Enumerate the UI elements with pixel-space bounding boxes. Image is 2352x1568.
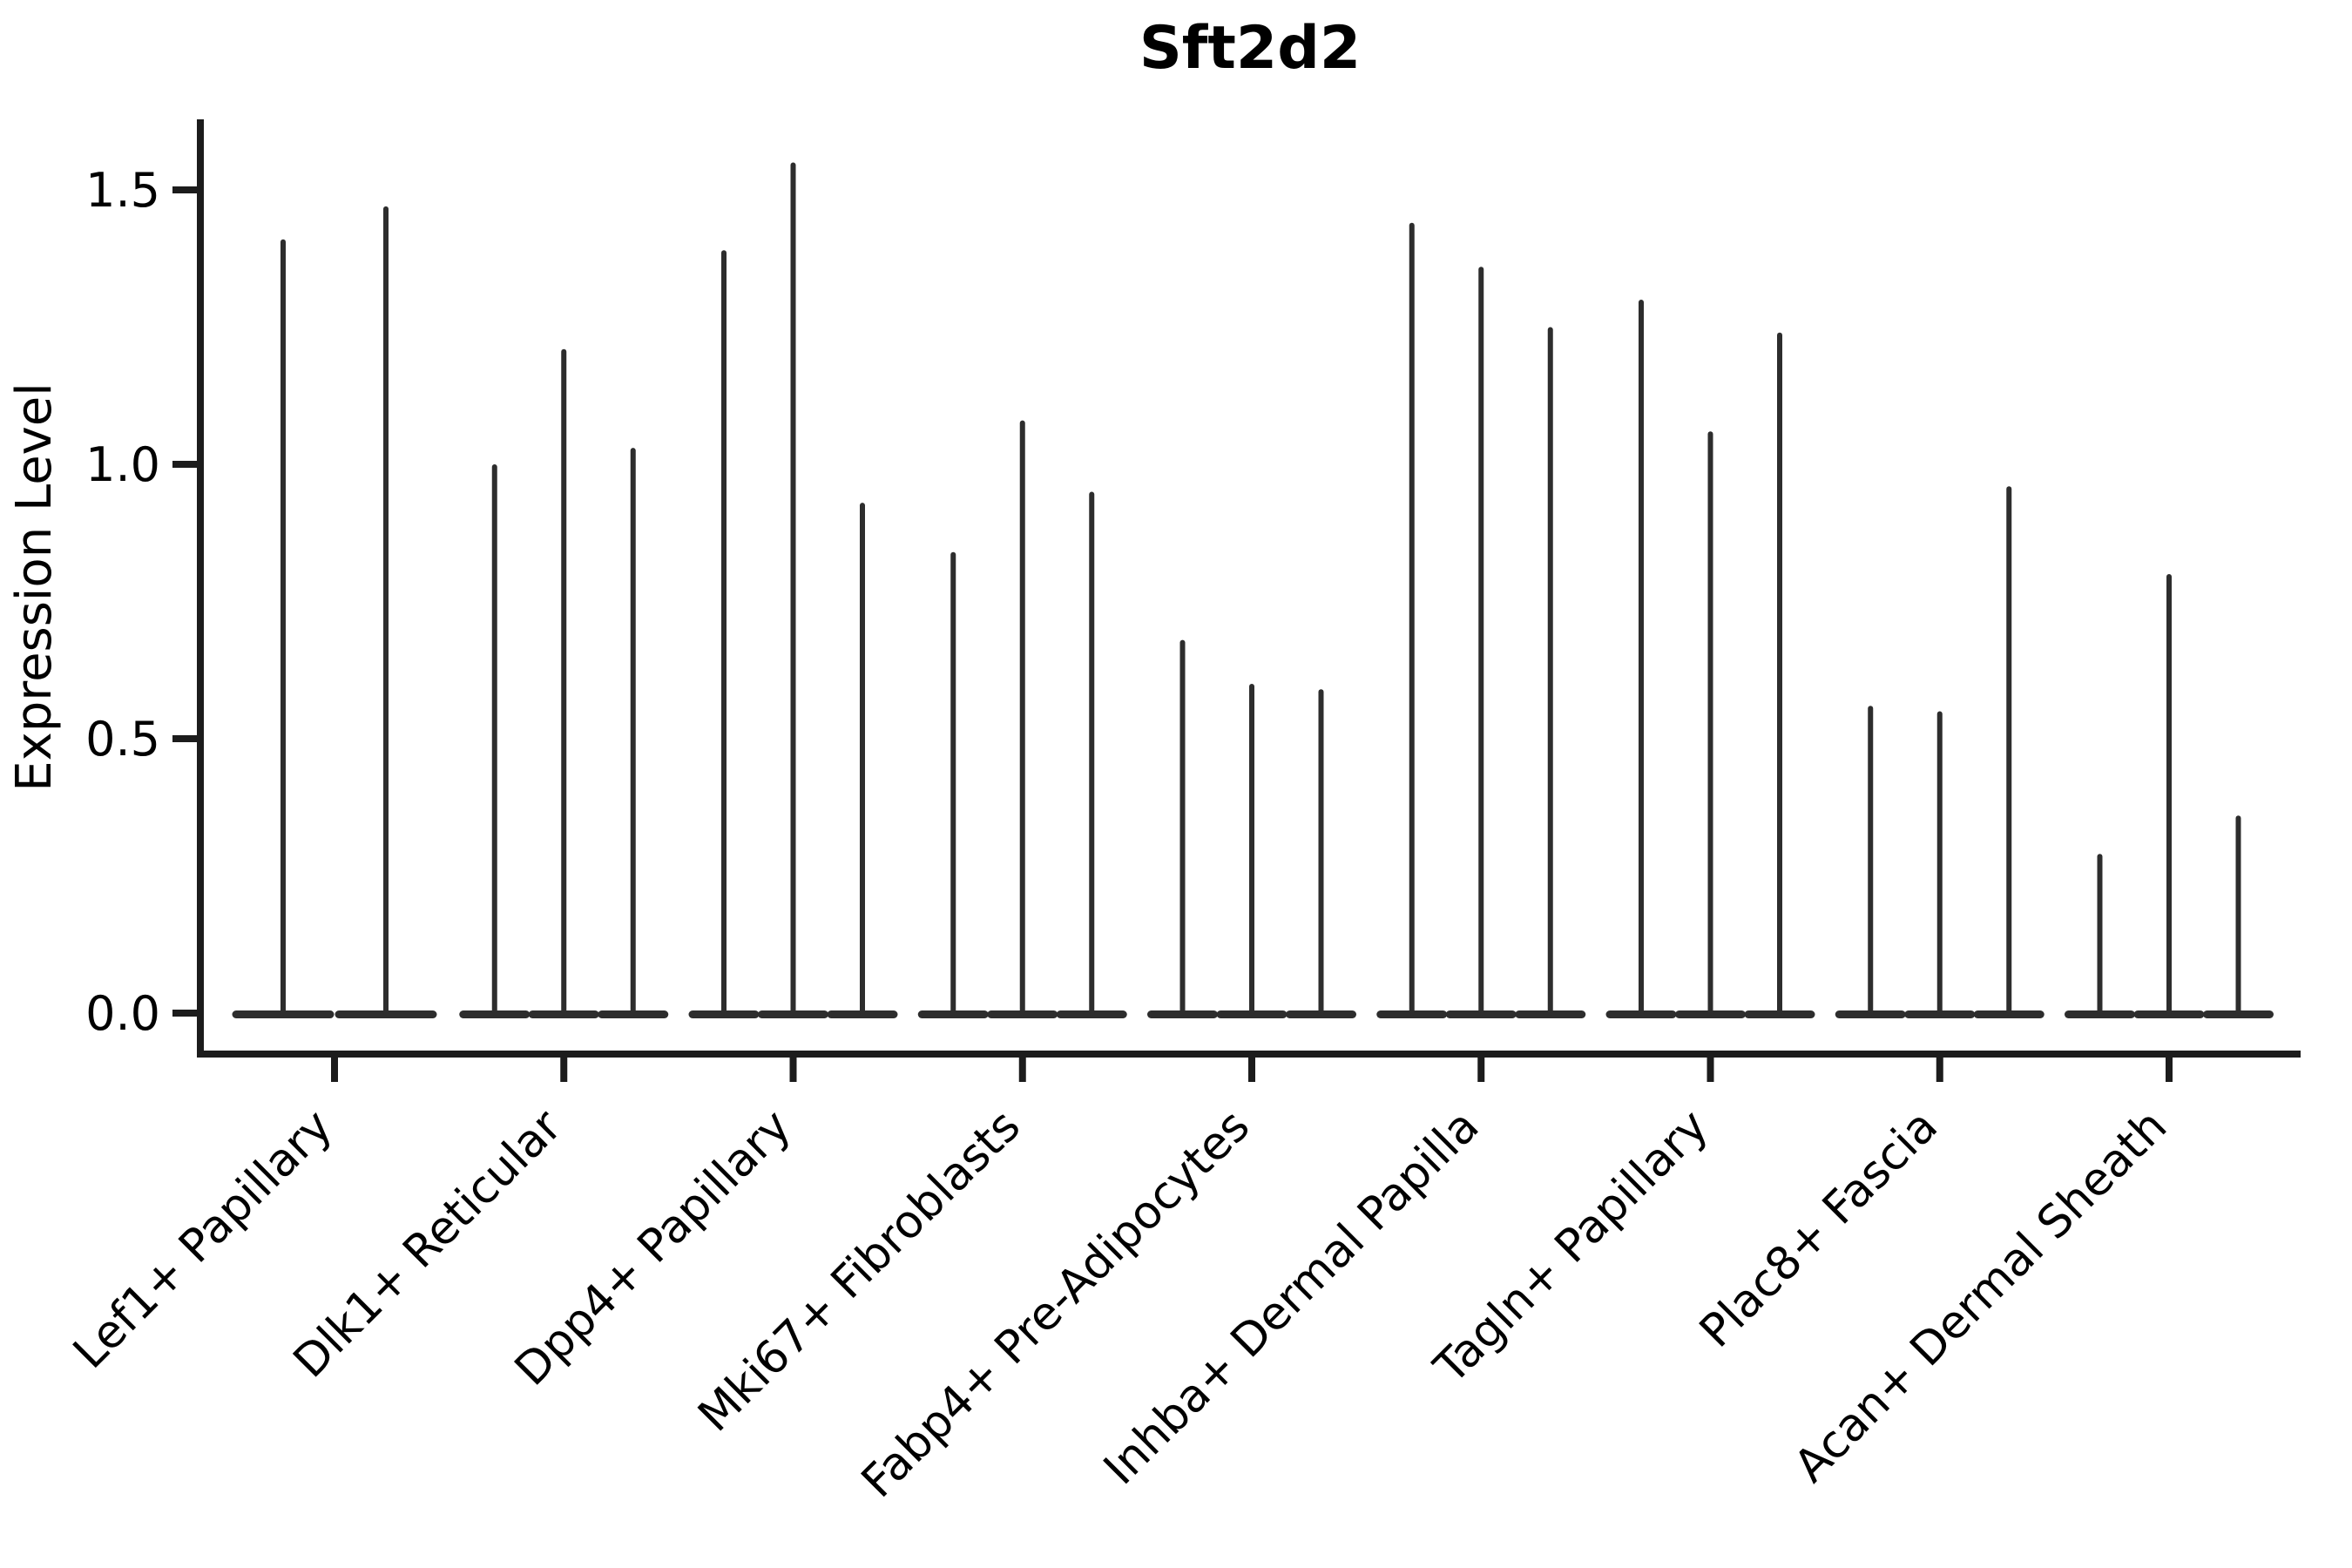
y-tick-label: 1.5 (85, 163, 160, 218)
x-tick-label: Plac8+ Fascia (1690, 1100, 1948, 1358)
violin-group (232, 206, 437, 1018)
x-tick-label: Acan+ Dermal Sheath (1785, 1100, 2178, 1493)
violin-group (917, 420, 1127, 1018)
violin-group (1605, 300, 1815, 1018)
violin-group (1376, 222, 1586, 1018)
violins-layer (232, 162, 2274, 1018)
x-tick-label: Inhba+ Dermal Papilla (1094, 1100, 1489, 1495)
chart-title: Sft2d2 (1139, 14, 1361, 83)
x-tick-label: Fabp4+ Pre-Adipocytes (852, 1100, 1260, 1508)
violin-group (1835, 486, 2044, 1018)
y-axis-label: Expression Level (6, 382, 63, 792)
violin-group (688, 162, 898, 1018)
y-tick-label: 0.0 (85, 986, 160, 1041)
violin-group (2065, 574, 2274, 1018)
y-tick-label: 0.5 (85, 712, 160, 767)
violin-group (1147, 639, 1356, 1018)
y-tick-label: 1.0 (85, 437, 160, 492)
violin-group (459, 348, 669, 1018)
